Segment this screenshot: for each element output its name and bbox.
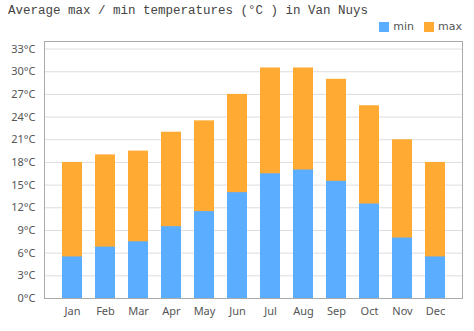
svg-text:6°C: 6°C [18,245,36,260]
svg-text:Jun: Jun [228,303,246,318]
svg-text:Nov: Nov [392,303,413,318]
svg-text:27°C: 27°C [11,86,35,101]
html-text:max: max [438,20,462,33]
svg-text:Apr: Apr [162,303,181,318]
svg-text:3°C: 3°C [18,267,36,282]
html-text:Average max / min temperatures: Average max / min temperatures (°C ) in … [8,4,369,18]
svg-text:9°C: 9°C [18,222,36,237]
svg-text:0°C: 0°C [18,290,36,305]
svg-text:15°C: 15°C [11,177,35,192]
svg-text:Sep: Sep [327,303,346,318]
svg-text:Oct: Oct [361,303,379,318]
svg-text:Feb: Feb [96,303,115,318]
svg-text:Aug: Aug [293,303,314,318]
svg-text:21°C: 21°C [11,131,35,146]
svg-text:33°C: 33°C [11,41,35,56]
svg-text:Jul: Jul [263,303,277,318]
svg-text:Dec: Dec [426,303,446,318]
svg-text:24°C: 24°C [11,109,35,124]
svg-text:18°C: 18°C [11,154,35,169]
svg-text:Jan: Jan [64,303,81,318]
svg-text:Mar: Mar [128,303,149,318]
svg-text:May: May [194,303,216,318]
svg-text:12°C: 12°C [11,199,35,214]
html-text:min: min [393,20,414,33]
svg-text:30°C: 30°C [11,63,35,78]
